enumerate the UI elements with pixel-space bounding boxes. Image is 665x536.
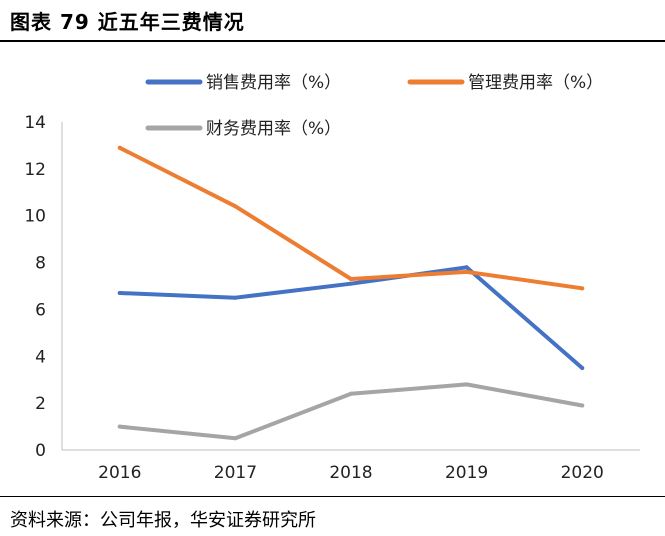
line-chart: 销售费用率（%） 管理费用率（%） 财务费用率（%） 0 2 4 6 8 10 12 14 201… bbox=[24, 73, 640, 483]
y-tick-label: 12 bbox=[24, 160, 46, 180]
data-point bbox=[117, 145, 122, 150]
data-point bbox=[464, 382, 469, 387]
x-tick-label: 2020 bbox=[561, 463, 604, 483]
data-point bbox=[580, 403, 585, 408]
data-point bbox=[233, 204, 238, 209]
legend-label-1: 管理费用率（%） bbox=[468, 73, 603, 93]
x-tick-label: 2016 bbox=[98, 463, 141, 483]
data-point bbox=[464, 265, 469, 270]
chart-legend: 销售费用率（%） 管理费用率（%） 财务费用率（%） bbox=[145, 73, 603, 139]
y-tick-label: 4 bbox=[35, 347, 46, 367]
legend-label-2: 财务费用率（%） bbox=[206, 119, 341, 139]
data-point bbox=[349, 391, 353, 396]
legend-label-0: 销售费用率（%） bbox=[206, 73, 341, 93]
y-tick-label: 10 bbox=[24, 207, 46, 227]
data-point bbox=[117, 424, 122, 429]
source-rule bbox=[0, 496, 665, 497]
chart-series bbox=[117, 145, 585, 441]
series-line-1 bbox=[117, 145, 585, 291]
y-tick-label: 14 bbox=[24, 113, 46, 133]
y-axis: 0 2 4 6 8 10 12 14 bbox=[24, 113, 63, 461]
x-tick-label: 2018 bbox=[329, 463, 372, 483]
y-tick-label: 0 bbox=[35, 441, 46, 461]
title-rule bbox=[0, 40, 665, 42]
data-point bbox=[464, 269, 469, 274]
x-axis: 2016 2017 2018 2019 2020 bbox=[62, 449, 640, 483]
data-point bbox=[580, 366, 585, 370]
y-tick-label: 2 bbox=[35, 394, 46, 414]
y-tick-label: 6 bbox=[35, 300, 46, 320]
source-note: 资料来源：公司年报，华安证券研究所 bbox=[10, 510, 316, 531]
data-point bbox=[233, 295, 238, 300]
data-point bbox=[117, 291, 122, 296]
y-tick-label: 8 bbox=[35, 254, 46, 274]
x-tick-label: 2017 bbox=[214, 463, 257, 483]
data-point bbox=[349, 276, 353, 281]
x-tick-label: 2019 bbox=[445, 463, 488, 483]
data-point bbox=[349, 281, 353, 286]
data-point bbox=[580, 286, 585, 291]
figure-title: 图表 79 近五年三费情况 bbox=[10, 10, 245, 34]
data-point bbox=[233, 436, 238, 441]
